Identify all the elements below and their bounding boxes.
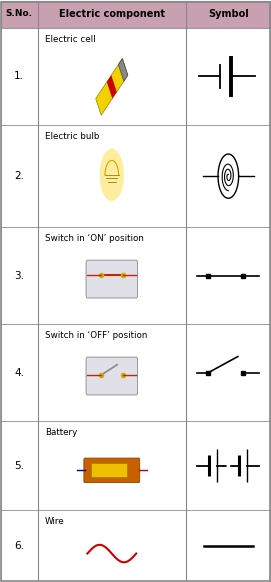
Text: Symbol: Symbol bbox=[208, 9, 249, 19]
Text: Wire: Wire bbox=[45, 517, 64, 526]
Bar bbox=[1, 510, 270, 582]
Text: Electric cell: Electric cell bbox=[45, 35, 95, 44]
Bar bbox=[1, 228, 270, 324]
Text: 3.: 3. bbox=[14, 271, 24, 281]
Bar bbox=[1, 1, 270, 28]
Circle shape bbox=[100, 149, 124, 201]
Bar bbox=[1, 421, 270, 510]
Text: Switch in ‘ON’ position: Switch in ‘ON’ position bbox=[45, 235, 144, 243]
FancyBboxPatch shape bbox=[84, 458, 140, 482]
Text: Battery: Battery bbox=[45, 428, 77, 437]
Text: Electric bulb: Electric bulb bbox=[45, 132, 99, 141]
Text: 4.: 4. bbox=[14, 368, 24, 378]
Text: 2.: 2. bbox=[14, 171, 24, 181]
Text: Switch in ‘OFF’ position: Switch in ‘OFF’ position bbox=[45, 331, 147, 340]
Text: 6.: 6. bbox=[14, 541, 24, 551]
Text: S.No.: S.No. bbox=[5, 9, 33, 19]
Polygon shape bbox=[96, 59, 128, 115]
Text: Electric component: Electric component bbox=[59, 9, 165, 19]
Polygon shape bbox=[107, 75, 117, 98]
Bar bbox=[1, 125, 270, 228]
Bar bbox=[92, 463, 127, 477]
Text: 5.: 5. bbox=[14, 460, 24, 471]
Text: 1.: 1. bbox=[14, 72, 24, 81]
FancyBboxPatch shape bbox=[86, 357, 138, 395]
Bar bbox=[1, 28, 270, 125]
Bar bbox=[1, 324, 270, 421]
FancyBboxPatch shape bbox=[86, 260, 138, 298]
Polygon shape bbox=[118, 59, 128, 81]
